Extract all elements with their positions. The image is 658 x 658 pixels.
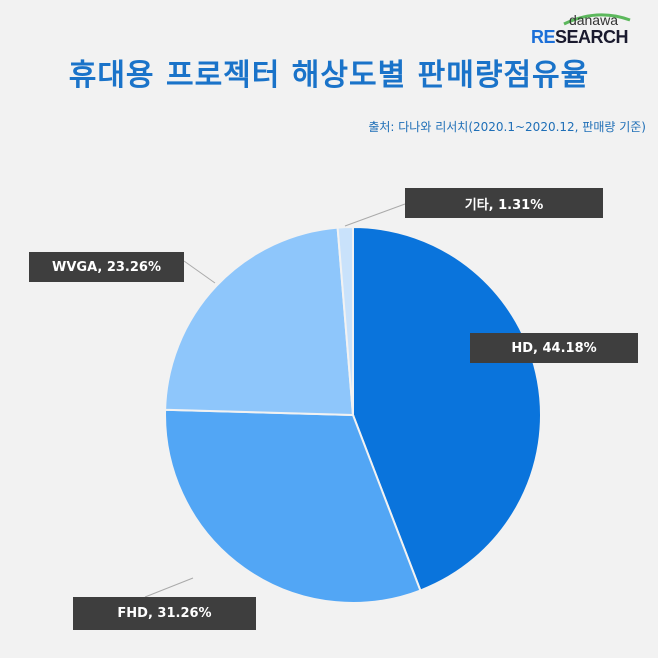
leader-line-wvga xyxy=(183,260,216,284)
leader-line-fhd xyxy=(144,577,194,598)
pie-slice-wvga[interactable] xyxy=(164,226,355,417)
pie-slice-fhd[interactable] xyxy=(164,408,422,604)
logo-research-text: RESEARCH xyxy=(530,27,629,47)
logo-swoosh-icon xyxy=(563,13,631,26)
danawa-research-logo: danawa RESEARCH xyxy=(520,6,640,47)
pie-slice-hd[interactable] xyxy=(352,225,542,592)
chart-source: 출처: 다나와 리서치(2020.1~2020.12, 판매량 기준) xyxy=(368,120,646,134)
leader-line-etc xyxy=(344,203,406,227)
data-label-etc: 기타, 1.31% xyxy=(405,188,603,218)
data-label-fhd: FHD, 31.26% xyxy=(73,597,256,630)
data-label-wvga: WVGA, 23.26% xyxy=(29,252,184,282)
data-label-hd: HD, 44.18% xyxy=(470,333,638,363)
pie-slice-etc[interactable] xyxy=(336,225,354,416)
logo-danawa-text: danawa xyxy=(568,12,618,28)
chart-title: 휴대용 프로젝터 해상도별 판매량점유율 xyxy=(68,58,590,93)
